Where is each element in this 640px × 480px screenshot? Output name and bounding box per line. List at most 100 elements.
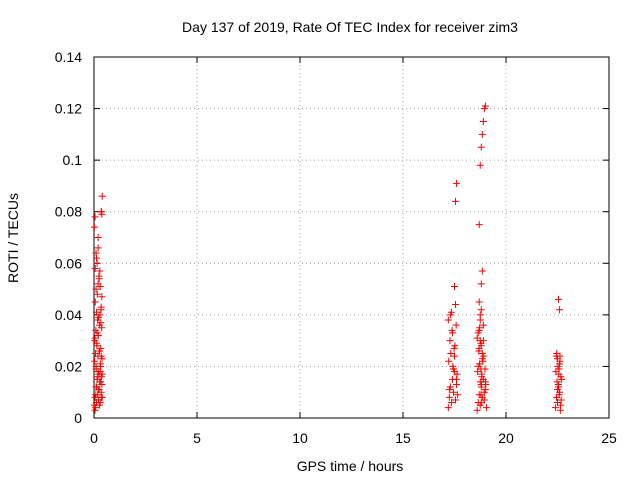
x-tick-label: 15 [395,430,411,446]
data-point [447,350,455,358]
data-point [555,295,563,303]
data-point [450,344,458,352]
data-point [92,249,100,257]
data-point [477,143,485,151]
data-point [554,386,561,394]
data-point [445,386,453,394]
data-point [447,308,455,316]
data-point [92,285,100,293]
data-point [95,347,103,355]
data-point [96,360,104,368]
data-point [449,365,457,373]
data-point [481,102,489,110]
data-point [478,355,486,363]
data-point [446,337,454,345]
data-point [90,223,98,231]
data-point [477,280,485,288]
data-point [96,368,104,376]
data-point [551,404,559,412]
data-point [97,378,105,386]
data-points [90,102,566,414]
x-tick-label: 5 [193,430,201,446]
data-point [93,329,101,337]
plot-frame [93,56,610,419]
data-point [95,313,103,321]
data-point [473,406,481,414]
data-point [444,316,452,324]
data-point [451,282,458,290]
data-point [452,396,460,404]
y-tick-label: 0.1 [63,152,83,168]
data-point [475,221,483,229]
data-point [555,365,563,373]
data-point [556,306,564,314]
data-point [480,388,488,396]
x-axis-label: GPS time / hours [297,458,404,474]
data-point [453,179,461,187]
data-point [98,293,106,301]
x-tick-label: 10 [292,430,308,446]
data-point [477,380,485,388]
x-tick-label: 0 [90,430,98,446]
data-point [475,344,483,352]
data-point [95,275,103,283]
data-point [478,370,486,378]
data-point [91,264,99,272]
data-point [91,298,99,306]
data-point [448,329,456,337]
data-point [476,337,484,345]
x-tick-label: 20 [498,430,514,446]
data-point [92,308,100,316]
data-point [478,267,486,275]
data-point [98,324,106,332]
data-point [476,311,484,319]
data-point [477,306,485,314]
data-point [92,362,100,370]
data-point [556,406,564,414]
data-point [476,161,484,169]
x-tick-label: 25 [601,430,617,446]
y-axis-label: ROTI / TECUs [5,193,21,283]
data-point [97,352,105,360]
data-point [556,352,564,360]
chart-title: Day 137 of 2019, Rate Of TEC Index for r… [182,19,518,35]
data-point [93,290,101,298]
data-point [555,391,563,399]
data-point [91,334,99,342]
data-point [449,388,457,396]
data-point [452,197,460,205]
data-point [91,357,99,365]
data-point [95,386,103,394]
data-point [93,339,101,347]
grid-lines [94,57,609,418]
data-point [478,130,486,138]
data-point [479,321,487,329]
data-point [97,319,105,327]
y-tick-label: 0.14 [55,49,82,65]
data-point [97,208,105,216]
data-point [96,401,104,409]
data-point [91,406,99,414]
data-point [554,380,562,388]
data-point [452,321,460,329]
axis-ticks: 0 5 10 15 20 25 0 0.02 0.04 0.06 0.08 0.1 0.12 0.14 [55,49,617,446]
data-point [447,399,455,407]
data-point [452,301,460,309]
data-point [94,373,102,381]
y-tick-label: 0.04 [55,307,82,323]
y-tick-label: 0.02 [55,358,82,374]
data-point [451,352,458,360]
data-point [97,393,105,401]
data-point [98,192,106,200]
data-point [476,324,484,332]
data-point [475,298,483,306]
y-tick-label: 0.12 [55,101,82,117]
data-point [91,213,99,221]
data-point [474,329,482,337]
data-point [454,391,462,399]
y-tick-label: 0.08 [55,204,82,220]
data-point [94,244,102,252]
data-point [94,234,102,241]
